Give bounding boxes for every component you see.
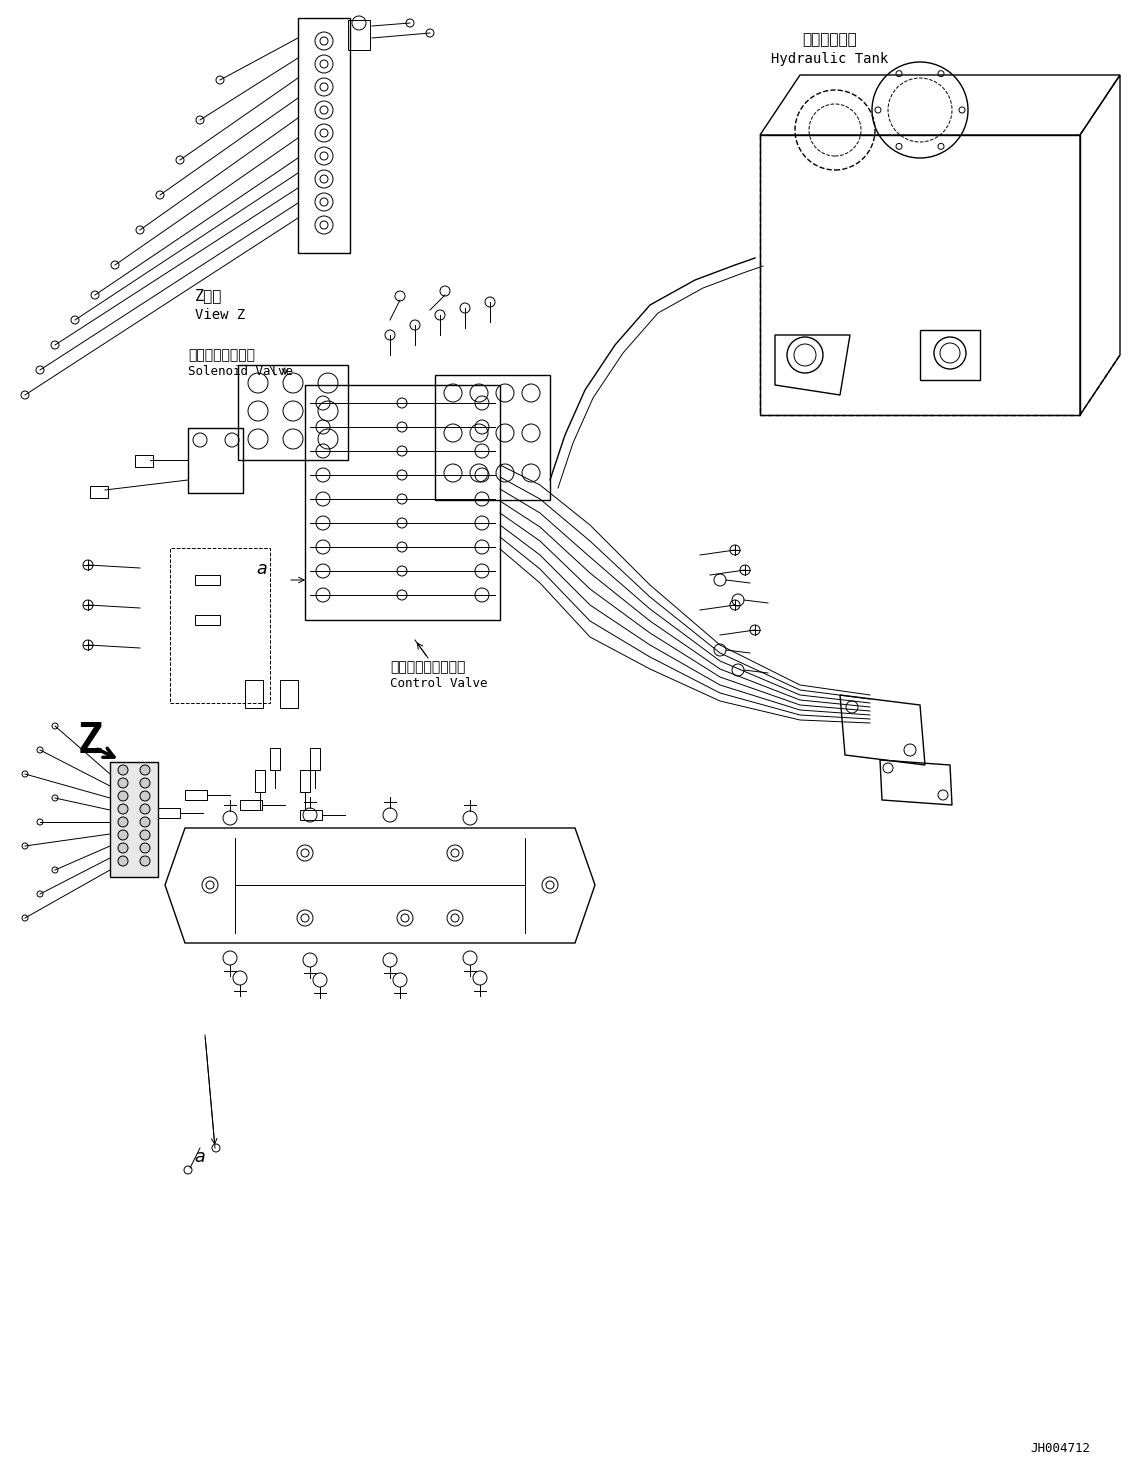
Text: JH004712: JH004712 (1030, 1442, 1090, 1456)
Bar (300, 810, 322, 821)
Circle shape (140, 842, 150, 853)
Text: a: a (257, 561, 267, 578)
Circle shape (118, 791, 128, 802)
Bar (158, 807, 180, 818)
Text: View Z: View Z (196, 308, 246, 323)
Text: a: a (194, 1148, 206, 1167)
Bar (435, 375, 550, 499)
Circle shape (140, 791, 150, 802)
Text: Solenoid Valve: Solenoid Valve (188, 365, 293, 378)
Text: 作動油タンク: 作動油タンク (803, 32, 857, 47)
Circle shape (118, 765, 128, 775)
Bar (310, 748, 319, 769)
Text: Z: Z (78, 720, 103, 762)
Bar (298, 18, 350, 253)
Bar (188, 428, 243, 493)
Text: ソレノイドバルブ: ソレノイドバルブ (188, 347, 255, 362)
Bar (90, 486, 108, 498)
Circle shape (118, 804, 128, 815)
Text: Hydraulic Tank: Hydraulic Tank (771, 53, 889, 66)
Bar (269, 748, 280, 769)
Bar (244, 680, 263, 708)
Bar (135, 456, 153, 467)
Circle shape (140, 818, 150, 826)
Bar (110, 762, 158, 877)
Bar (280, 680, 298, 708)
Circle shape (140, 829, 150, 840)
Bar (300, 769, 310, 791)
Circle shape (140, 765, 150, 775)
Text: Control Valve: Control Valve (390, 677, 488, 691)
Bar (171, 548, 269, 704)
Circle shape (118, 818, 128, 826)
Circle shape (140, 778, 150, 788)
Bar (348, 20, 370, 50)
Bar (240, 800, 262, 810)
Circle shape (118, 842, 128, 853)
Circle shape (140, 856, 150, 866)
Text: Z　視: Z 視 (196, 288, 223, 304)
Text: コントロールバルブ: コントロールバルブ (390, 660, 465, 675)
Bar (305, 385, 500, 620)
Circle shape (140, 804, 150, 815)
Bar (196, 615, 219, 625)
Bar (238, 365, 348, 460)
Bar (255, 769, 265, 791)
Circle shape (118, 829, 128, 840)
Bar (760, 134, 1080, 415)
Circle shape (118, 856, 128, 866)
Bar (185, 790, 207, 800)
Bar (196, 575, 219, 585)
Circle shape (118, 778, 128, 788)
